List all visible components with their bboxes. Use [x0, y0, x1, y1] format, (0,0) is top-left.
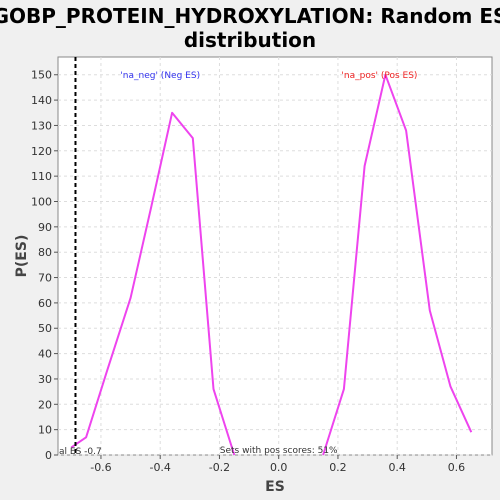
- grid: [58, 57, 492, 456]
- actual-es-label: al ES -0.7: [59, 447, 102, 457]
- y-axis-ticks: 0 10 20 30 40 50 60 70 80 90 100 110 120 130 140 150: [31, 69, 58, 462]
- na-neg-legend-label: 'na_neg' (Neg ES): [120, 71, 200, 81]
- y-tick-label: 60: [38, 297, 52, 310]
- series-line-na-neg: [70, 111, 236, 456]
- y-tick-label: 50: [38, 322, 52, 335]
- pos-scores-label: Sets with pos scores: 51%: [220, 446, 338, 456]
- y-tick-label: 40: [38, 348, 52, 361]
- y-tick-label: 10: [38, 424, 52, 437]
- y-tick-label: 130: [31, 119, 52, 132]
- y-tick-label: 110: [31, 170, 52, 183]
- na-pos-legend-label: 'na_pos' (Pos ES): [341, 71, 417, 81]
- x-tick-label: 0.0: [270, 461, 288, 474]
- y-tick-label: 150: [31, 69, 52, 82]
- series-lines: [70, 73, 473, 456]
- chart-title-line1: GOBP_PROTEIN_HYDROXYLATION: Random ES: [0, 4, 500, 28]
- y-tick-label: 140: [31, 94, 52, 107]
- x-axis-label: ES: [265, 479, 285, 495]
- x-tick-label: -0.6: [90, 461, 111, 474]
- x-tick-label: -0.4: [149, 461, 170, 474]
- series-line-na-pos: [322, 73, 473, 456]
- y-tick-label: 30: [38, 373, 52, 386]
- y-tick-label: 0: [45, 449, 52, 462]
- y-tick-label: 20: [38, 398, 52, 411]
- plot-area: [57, 56, 493, 456]
- y-tick-label: 70: [38, 272, 52, 285]
- x-tick-label: 0.2: [329, 461, 347, 474]
- x-axis-ticks: -0.6 -0.4 -0.2 0.0 0.2 0.4 0.6: [90, 455, 465, 474]
- x-tick-label: 0.4: [388, 461, 406, 474]
- y-axis-label: P(ES): [14, 235, 30, 278]
- y-tick-label: 80: [38, 246, 52, 259]
- y-tick-label: 100: [31, 195, 52, 208]
- x-tick-label: 0.6: [448, 461, 466, 474]
- y-tick-label: 120: [31, 145, 52, 158]
- chart-title-line2: distribution: [184, 28, 316, 52]
- x-tick-label: -0.2: [209, 461, 230, 474]
- y-tick-label: 90: [38, 221, 52, 234]
